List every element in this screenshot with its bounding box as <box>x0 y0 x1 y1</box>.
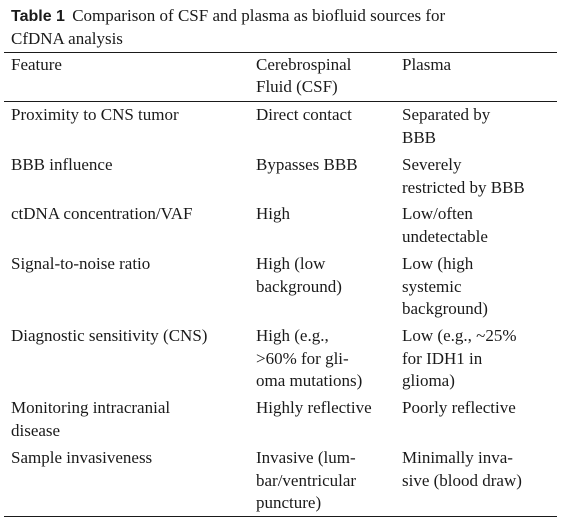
table-cell-line: background) <box>256 276 342 296</box>
table-cell-line: >60% for gli- <box>256 348 349 368</box>
table-cell-plasma: Low/often undetectable <box>402 203 560 248</box>
header-plasma-line: Plasma <box>402 55 452 74</box>
table-top-rule <box>4 52 557 53</box>
table-cell-line: restricted by BBB <box>402 177 525 197</box>
header-csf-line: Cerebrospinal <box>256 55 352 74</box>
table-cell-line: Separated by <box>402 105 491 124</box>
table-cell-line: Invasive (lum- <box>256 448 356 467</box>
table-cell-plasma: Separated by BBB <box>402 104 560 149</box>
table-cell-line: Bypasses BBB <box>256 155 358 174</box>
table-cell-line: BBB <box>402 127 437 147</box>
table-cell-feature: Signal-to-noise ratio <box>11 253 251 276</box>
table-cell-line: Highly reflective <box>256 398 372 417</box>
table-cell-line: glioma) <box>402 371 455 390</box>
table-cell-feature: ctDNA concentration/VAF <box>11 203 251 226</box>
table-cell-line: Proximity to CNS tumor <box>11 105 179 124</box>
header-csf-line: Fluid (CSF) <box>256 77 338 96</box>
table-cell-plasma: Low (e.g., ~25% for IDH1 in glioma) <box>402 325 560 393</box>
table-cell-line: background) <box>402 299 488 318</box>
table-cell-line: puncture) <box>256 493 322 512</box>
table-cell-line: Low/often <box>402 204 473 223</box>
table-cell-csf: Highly reflective <box>256 397 401 420</box>
table-cell-line: undetectable <box>402 226 488 246</box>
table-cell-line: Severely <box>402 155 462 174</box>
table-cell-feature: Proximity to CNS tumor <box>11 104 251 127</box>
caption-text-line2: CfDNA analysis <box>11 29 123 48</box>
table-cell-line: Poorly reflective <box>402 398 516 417</box>
table-cell-line: High (e.g., <box>256 326 329 345</box>
table-cell-csf: Direct contact <box>256 104 401 127</box>
table-cell-csf: Invasive (lum-bar/ventricular puncture) <box>256 447 401 515</box>
table-cell-line: oma mutations) <box>256 371 363 390</box>
table-caption: Table 1 Comparison of CSF and plasma as … <box>11 5 559 50</box>
header-csf: Cerebrospinal Fluid (CSF) <box>256 54 401 98</box>
table-cell-feature: Diagnostic sensitivity (CNS) <box>11 325 251 348</box>
table-cell-line: systemic <box>402 276 462 296</box>
table-bottom-rule <box>4 516 557 517</box>
header-plasma: Plasma <box>402 54 560 76</box>
table-cell-line: Low (high <box>402 254 474 273</box>
header-feature: Feature <box>11 54 251 76</box>
table-cell-line: Signal-to-noise ratio <box>11 254 151 273</box>
table-cell-line: for IDH1 in <box>402 348 483 368</box>
table-cell-line: sive (blood draw) <box>402 470 522 490</box>
table-cell-line: bar/ventricular <box>256 470 357 490</box>
table-cell-feature: Sample invasiveness <box>11 447 251 470</box>
table-cell-line: Sample invasiveness <box>11 448 153 467</box>
table-cell-csf: Bypasses BBB <box>256 154 401 177</box>
table-cell-feature: Monitoring intracranial disease <box>11 397 251 442</box>
table-cell-plasma: Poorly reflective <box>402 397 560 420</box>
table-label: Table 1 <box>11 8 65 25</box>
table-cell-line: Diagnostic sensitivity (CNS) <box>11 326 208 345</box>
table-cell-line: Monitoring intracranial <box>11 398 171 417</box>
table-cell-csf: High (low background) <box>256 253 401 298</box>
table-cell-line: High (low <box>256 254 326 273</box>
table-cell-line: Minimally inva- <box>402 448 513 467</box>
table-cell-line: ctDNA concentration/VAF <box>11 204 193 223</box>
caption-text-line1: Comparison of CSF and plasma as biofluid… <box>72 6 446 25</box>
table-cell-plasma: Minimally inva-sive (blood draw) <box>402 447 560 492</box>
table-cell-line: Direct contact <box>256 105 352 124</box>
table-header-rule <box>4 101 557 102</box>
table-cell-plasma: Low (high systemic background) <box>402 253 560 321</box>
header-feature-line: Feature <box>11 55 62 74</box>
table-cell-plasma: Severely restricted by BBB <box>402 154 560 199</box>
table-cell-line: BBB influence <box>11 155 113 174</box>
table-cell-line: High <box>256 204 290 223</box>
table-cell-csf: High (e.g., >60% for gli-oma mutations) <box>256 325 401 393</box>
table-cell-csf: High <box>256 203 401 226</box>
table-cell-feature: BBB influence <box>11 154 251 177</box>
table-cell-line: Low (e.g., ~25% <box>402 326 517 345</box>
table-cell-line: disease <box>11 420 61 440</box>
